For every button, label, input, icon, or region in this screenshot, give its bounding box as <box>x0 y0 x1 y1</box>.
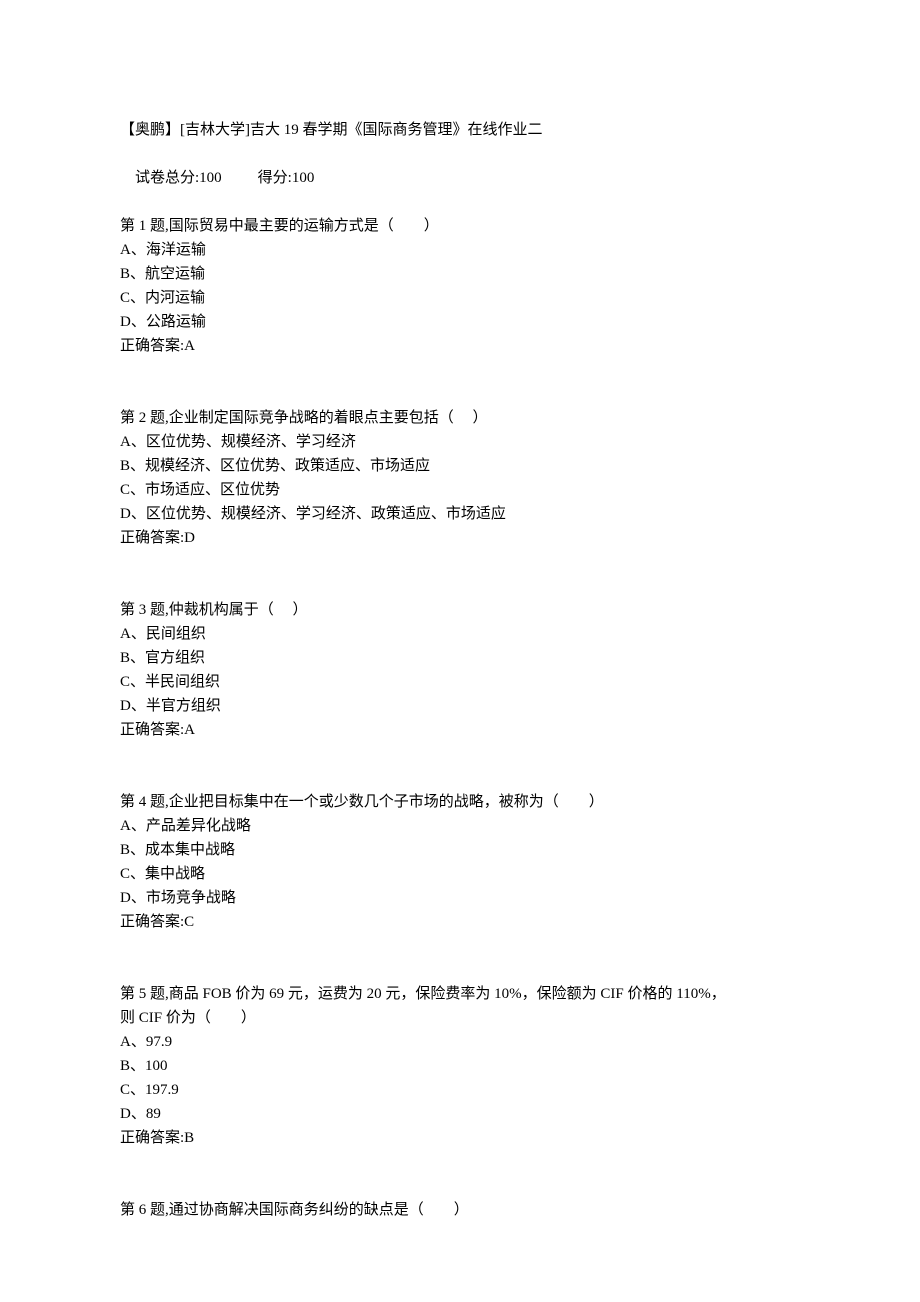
question-gap <box>120 1150 800 1198</box>
question-answer: 正确答案:A <box>120 718 800 742</box>
question-option: A、产品差异化战略 <box>120 814 800 838</box>
question-option: A、97.9 <box>120 1030 800 1054</box>
question-answer: 正确答案:B <box>120 1126 800 1150</box>
question-option: C、197.9 <box>120 1078 800 1102</box>
score-line: 试卷总分:100 得分:100 <box>120 142 800 214</box>
question-option: D、区位优势、规模经济、学习经济、政策适应、市场适应 <box>120 502 800 526</box>
question-option: C、集中战略 <box>120 862 800 886</box>
question-option: B、官方组织 <box>120 646 800 670</box>
question-answer: 正确答案:A <box>120 334 800 358</box>
doc-title: 【奥鹏】[吉林大学]吉大 19 春学期《国际商务管理》在线作业二 <box>120 118 800 142</box>
question-gap <box>120 934 800 982</box>
question-option: A、民间组织 <box>120 622 800 646</box>
question-prompt: 第 4 题,企业把目标集中在一个或少数几个子市场的战略，被称为（ ） <box>120 790 800 814</box>
question-prompt-cont: 则 CIF 价为（ ） <box>120 1006 800 1030</box>
question-prompt: 第 2 题,企业制定国际竞争战略的着眼点主要包括（ ） <box>120 406 800 430</box>
question-gap <box>120 358 800 406</box>
document-page: 【奥鹏】[吉林大学]吉大 19 春学期《国际商务管理》在线作业二 试卷总分:10… <box>0 0 920 1262</box>
question-prompt: 第 1 题,国际贸易中最主要的运输方式是（ ） <box>120 214 800 238</box>
question-option: B、规模经济、区位优势、政策适应、市场适应 <box>120 454 800 478</box>
question-option: D、半官方组织 <box>120 694 800 718</box>
question-option: C、内河运输 <box>120 286 800 310</box>
question-option: D、市场竞争战略 <box>120 886 800 910</box>
question-prompt: 第 5 题,商品 FOB 价为 69 元，运费为 20 元，保险费率为 10%，… <box>120 982 800 1006</box>
question-prompt: 第 6 题,通过协商解决国际商务纠纷的缺点是（ ） <box>120 1198 800 1222</box>
question-option: B、100 <box>120 1054 800 1078</box>
question-answer: 正确答案:C <box>120 910 800 934</box>
got-score: 得分:100 <box>258 170 315 186</box>
question-option: A、海洋运输 <box>120 238 800 262</box>
question-gap <box>120 742 800 790</box>
question-option: D、公路运输 <box>120 310 800 334</box>
question-option: C、半民间组织 <box>120 670 800 694</box>
question-option: D、89 <box>120 1102 800 1126</box>
question-prompt: 第 3 题,仲裁机构属于（ ） <box>120 598 800 622</box>
question-option: C、市场适应、区位优势 <box>120 478 800 502</box>
question-option: A、区位优势、规模经济、学习经济 <box>120 430 800 454</box>
total-score: 试卷总分:100 <box>135 170 222 186</box>
question-answer: 正确答案:D <box>120 526 800 550</box>
question-option: B、成本集中战略 <box>120 838 800 862</box>
question-gap <box>120 550 800 598</box>
question-option: B、航空运输 <box>120 262 800 286</box>
